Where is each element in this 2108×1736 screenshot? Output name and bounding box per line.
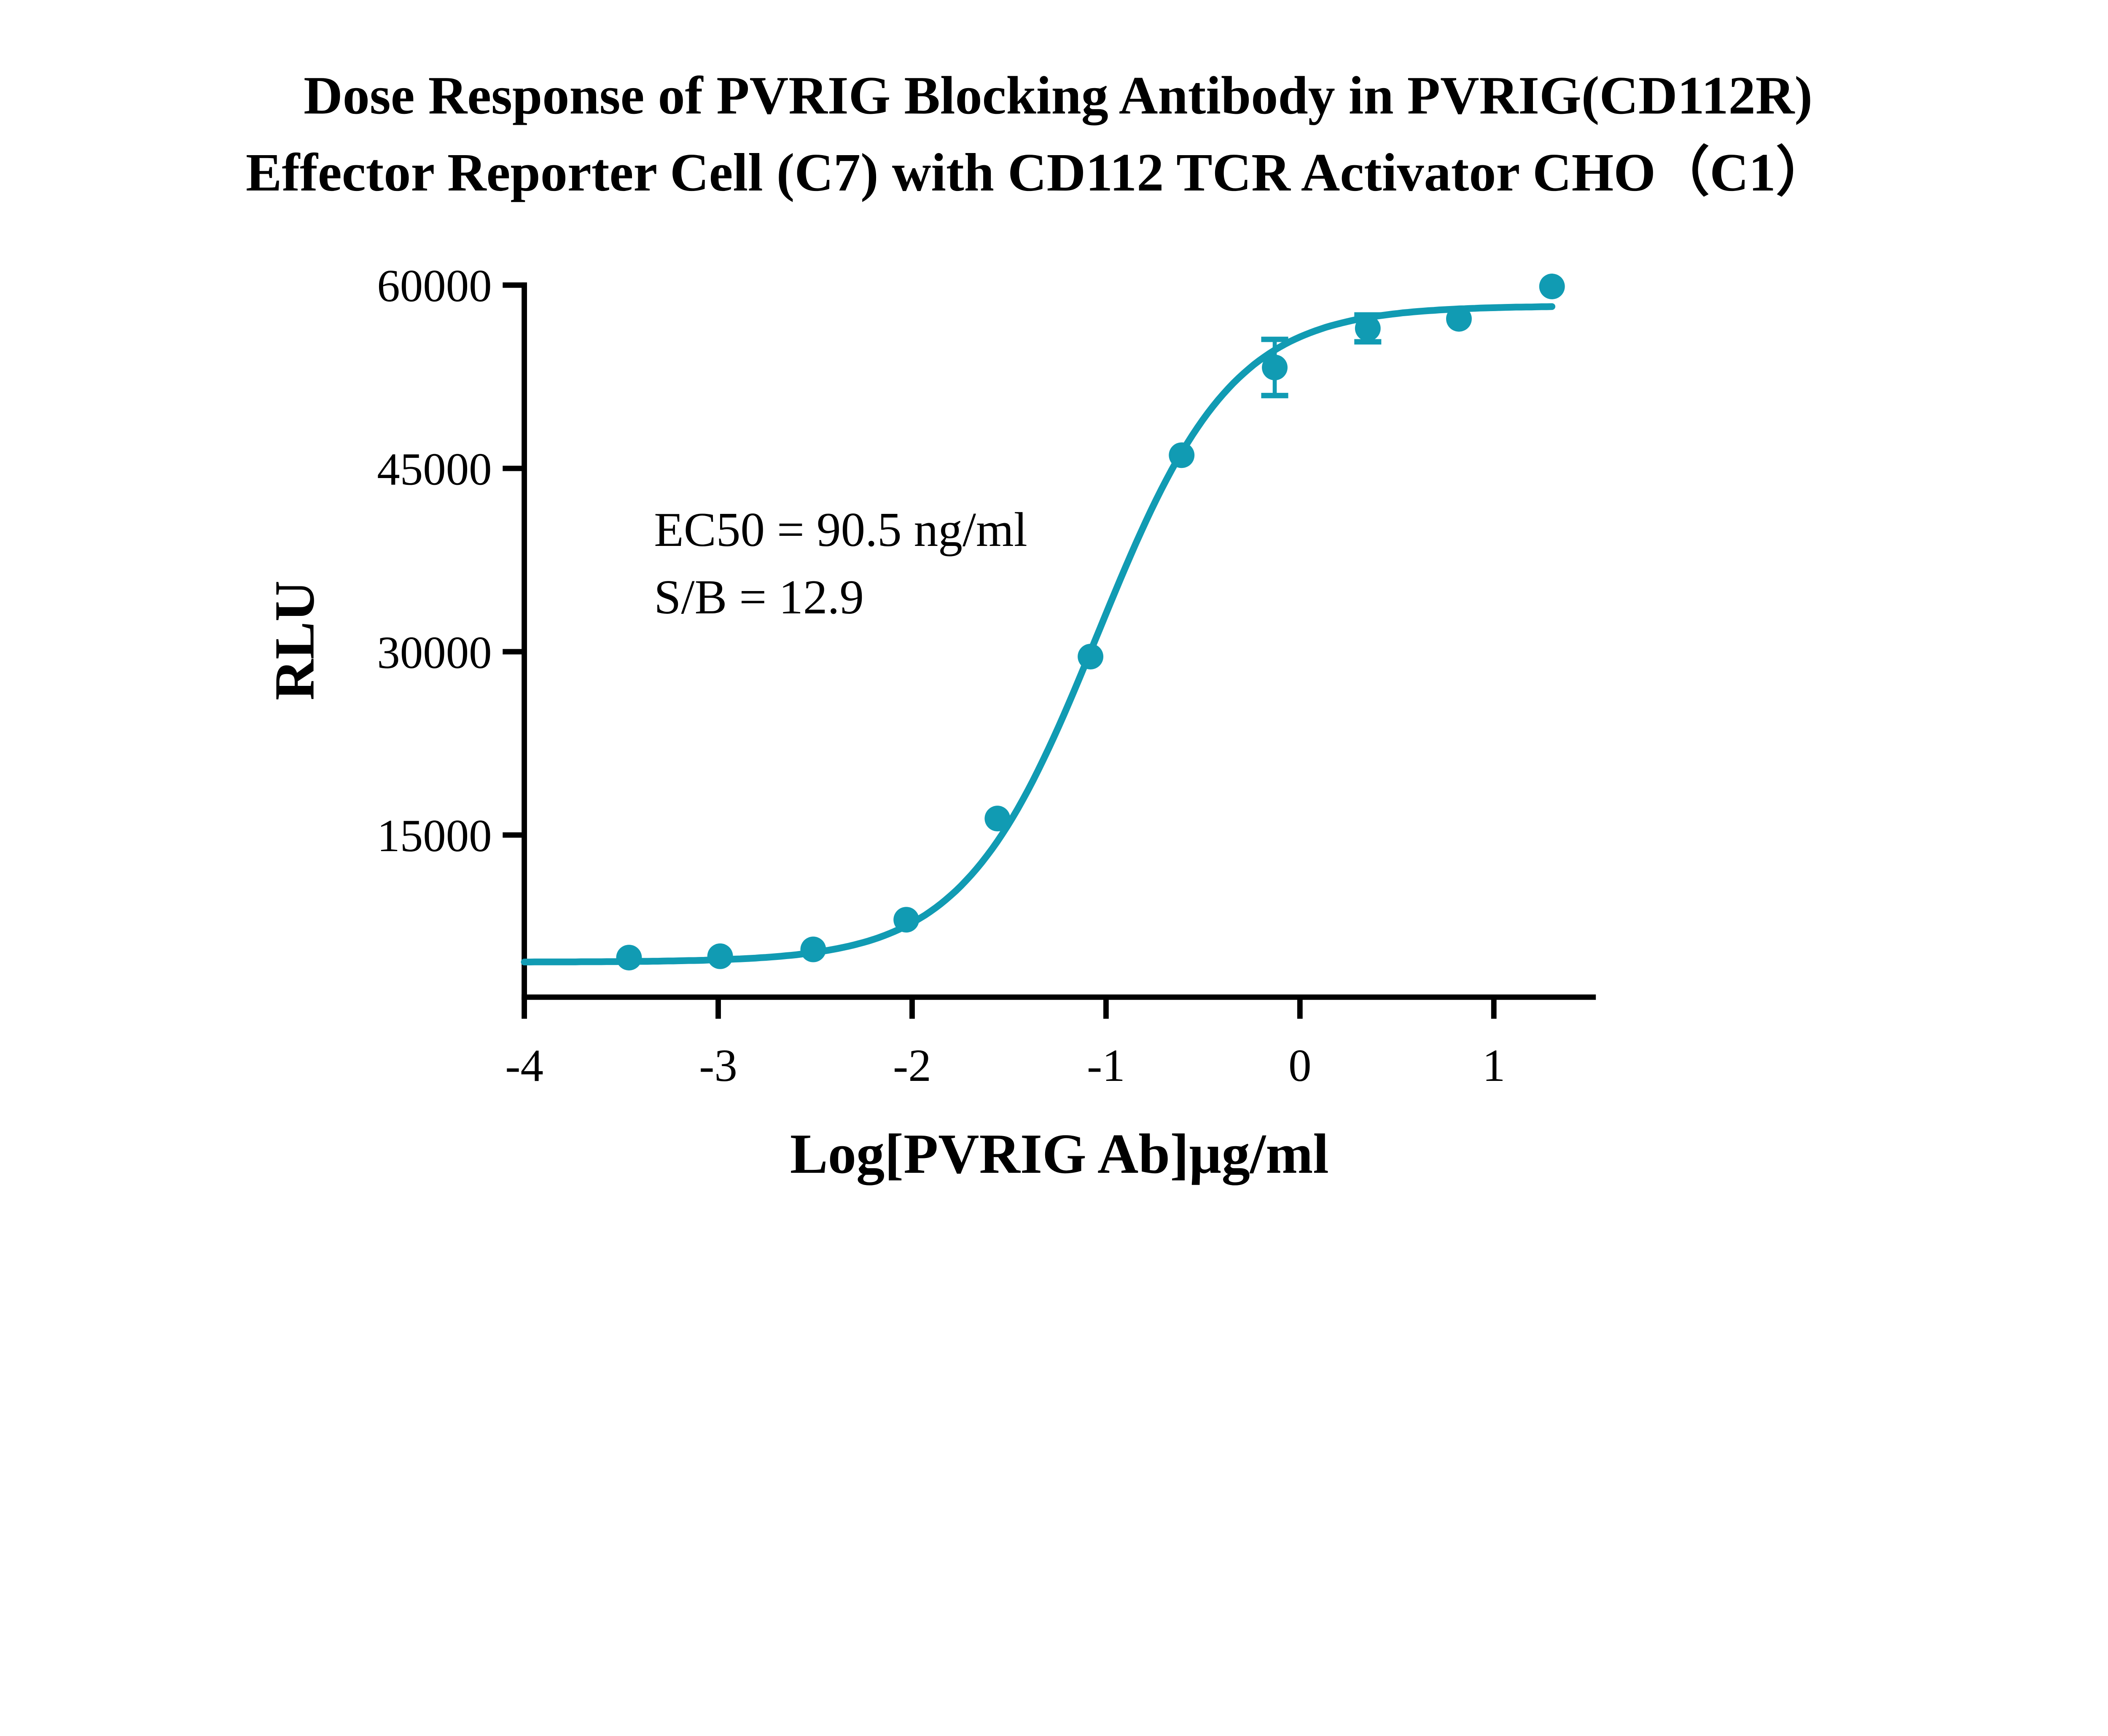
y-tick-label: 45000: [377, 444, 492, 495]
y-tick-label: 15000: [377, 810, 492, 861]
data-point: [800, 936, 826, 962]
x-axis-label: Log[PVRIG Ab]µg/ml: [790, 1123, 1329, 1185]
x-tick-label: -3: [699, 1040, 737, 1091]
data-point: [707, 943, 733, 969]
y-axis-label: RLU: [264, 580, 326, 700]
sb-annotation: S/B = 12.9: [654, 570, 864, 624]
dose-response-chart: Dose Response of PVRIG Blocking Antibody…: [246, 65, 1830, 1185]
data-point: [984, 806, 1011, 832]
y-tick-label: 60000: [377, 261, 492, 312]
data-point: [1169, 442, 1195, 468]
x-tick-label: -4: [505, 1040, 543, 1091]
chart-title-line-1: Dose Response of PVRIG Blocking Antibody…: [304, 65, 1812, 126]
chart-container: Dose Response of PVRIG Blocking Antibody…: [246, 65, 1830, 1185]
x-tick-label: 0: [1288, 1040, 1311, 1091]
data-point: [893, 907, 920, 933]
chart-title-line-2: Effector Reporter Cell (C7) with CD112 T…: [246, 142, 1830, 202]
data-point: [1446, 306, 1472, 332]
axes: [522, 282, 1596, 1000]
y-tick-label: 30000: [377, 627, 492, 678]
fit-curve: [521, 303, 1556, 966]
x-tick-label: -2: [893, 1040, 931, 1091]
data-point: [1262, 355, 1288, 381]
data-point: [1539, 274, 1565, 299]
data-point: [616, 945, 642, 970]
ec50-annotation: EC50 = 90.5 ng/ml: [654, 503, 1027, 556]
x-tick-label: 1: [1482, 1040, 1505, 1091]
y-ticks: 15000 30000 45000 60000: [377, 261, 524, 861]
x-ticks: -4 -3 -2 -1 0 1: [505, 997, 1506, 1091]
data-points: [616, 274, 1565, 970]
data-point: [1355, 315, 1381, 341]
x-tick-label: -1: [1087, 1040, 1125, 1091]
data-point: [1078, 644, 1104, 669]
